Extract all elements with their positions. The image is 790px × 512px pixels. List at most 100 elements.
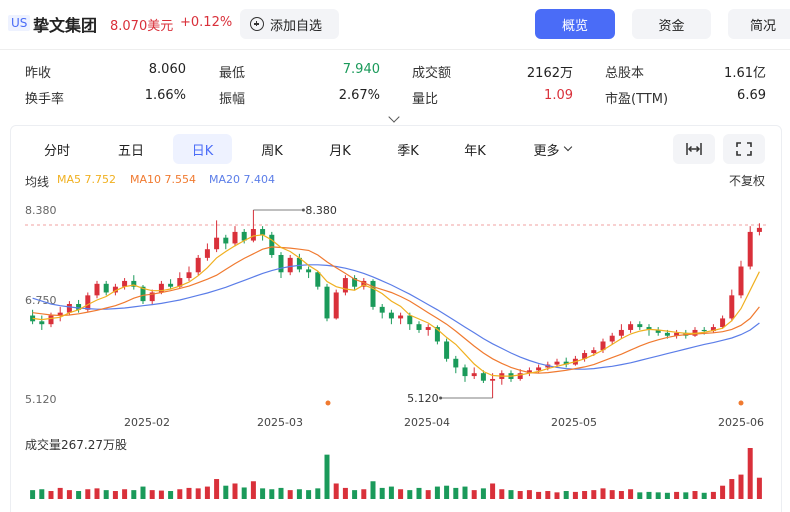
candle-body xyxy=(600,341,606,351)
candle-body xyxy=(370,280,376,307)
candle-body xyxy=(563,361,569,365)
candle-body xyxy=(315,272,321,287)
period-tab-monthly-k[interactable]: 月K xyxy=(329,143,351,159)
volume-bar xyxy=(296,489,302,499)
volume-bar xyxy=(342,487,348,499)
candle-body xyxy=(379,306,385,313)
stat-label: 换手率 xyxy=(25,92,65,107)
fullscreen-button[interactable] xyxy=(723,134,765,164)
volume-bar xyxy=(637,492,643,499)
candle-body xyxy=(296,257,302,270)
volume-bar xyxy=(278,487,284,499)
stat-label: 市盈(TTM) xyxy=(605,92,669,107)
stock-name: 挚文集团 xyxy=(33,16,98,35)
volume-bar xyxy=(333,483,339,499)
ma5-line xyxy=(32,234,760,377)
stock-header: US 挚文集团 8.070美元 +0.12% 添加自选 概览 资金 简况 xyxy=(0,0,790,50)
volume-bar xyxy=(39,489,45,499)
candle-body xyxy=(738,266,744,296)
period-tab-yearly-k[interactable]: 年K xyxy=(464,143,486,159)
candle-body xyxy=(352,278,358,287)
candle-body xyxy=(361,280,367,287)
candle-body xyxy=(471,373,477,377)
volume-bar xyxy=(554,492,560,499)
fit-width-icon xyxy=(686,143,702,155)
candle-body xyxy=(398,315,404,319)
volume-bar xyxy=(628,489,634,499)
candle-body xyxy=(158,283,164,293)
volume-bar xyxy=(398,489,404,499)
period-tab-more[interactable]: 更多 xyxy=(527,134,577,164)
y-tick-label: 8.380 xyxy=(25,204,57,217)
x-tick-label: 2025-03 xyxy=(257,416,303,429)
volume-bar xyxy=(57,487,63,499)
stat-value: 7.940 xyxy=(342,62,380,77)
volume-bar xyxy=(140,486,146,499)
fit-width-button[interactable] xyxy=(673,134,715,164)
volume-bar xyxy=(149,490,155,499)
period-tab-intraday[interactable]: 分时 xyxy=(43,143,70,159)
volume-bar xyxy=(30,490,36,499)
volume-bar xyxy=(600,488,606,499)
stat-label: 量比 xyxy=(412,92,439,107)
period-tab-weekly-k[interactable]: 周K xyxy=(261,143,283,159)
candle-body xyxy=(131,280,137,287)
volume-bar xyxy=(591,490,597,499)
volume-bar xyxy=(85,489,91,499)
volume-bar xyxy=(572,491,578,499)
candle-body xyxy=(425,327,431,330)
volume-bar xyxy=(94,488,100,499)
event-dot xyxy=(325,400,331,406)
tab-overview[interactable]: 概览 xyxy=(535,9,615,39)
candle-body xyxy=(324,286,330,319)
stat-label: 振幅 xyxy=(219,92,246,107)
ma5-legend: MA5 7.752 xyxy=(57,173,117,186)
candle-body xyxy=(168,283,174,287)
volume-bar xyxy=(48,491,54,499)
low-marker-dot xyxy=(439,396,443,400)
volume-bar xyxy=(260,488,266,499)
candle-body xyxy=(85,295,91,310)
tab-capital[interactable]: 资金 xyxy=(632,9,711,39)
market-badge: US xyxy=(8,15,31,31)
period-tab-quarterly-k[interactable]: 季K xyxy=(397,143,419,159)
volume-bar xyxy=(444,485,450,499)
period-tab-daily-k[interactable]: 日K xyxy=(173,134,232,164)
candle-body xyxy=(214,237,220,250)
volume-bar xyxy=(434,486,440,499)
candle-body xyxy=(112,286,118,293)
candle-body xyxy=(388,312,394,319)
volume-bar xyxy=(618,491,624,499)
candle-body xyxy=(729,295,735,319)
volume-bar xyxy=(729,479,735,499)
candle-body xyxy=(444,341,450,359)
candle-body xyxy=(462,367,468,377)
tab-profile[interactable]: 简况 xyxy=(728,9,790,39)
candle-body xyxy=(582,353,588,359)
period-tab-5day[interactable]: 五日 xyxy=(117,143,144,159)
ma10-legend: MA10 7.554 xyxy=(130,173,196,186)
adjust-mode-toggle[interactable]: 不复权 xyxy=(729,174,766,188)
candle-body xyxy=(609,335,615,342)
candle-body xyxy=(646,327,652,330)
candle-body xyxy=(674,332,680,336)
candle-body xyxy=(250,229,256,241)
stat-value: 1.66% xyxy=(144,88,186,103)
volume-bar xyxy=(407,490,413,499)
volume-bar xyxy=(76,491,82,499)
volume-bar xyxy=(425,490,431,499)
volume-bar xyxy=(563,491,569,499)
candle-body xyxy=(664,332,670,336)
volume-bar xyxy=(232,483,238,499)
candle-body xyxy=(480,373,486,381)
add-watchlist-button[interactable]: 添加自选 xyxy=(240,9,339,39)
y-tick-label: 5.120 xyxy=(25,393,57,406)
volume-bar xyxy=(112,491,118,499)
candle-body xyxy=(628,324,634,330)
volume-bar xyxy=(545,491,551,499)
volume-bar xyxy=(204,486,210,499)
volume-bar xyxy=(756,477,762,499)
ma20-legend: MA20 7.404 xyxy=(209,173,275,186)
volume-bar xyxy=(517,491,523,499)
